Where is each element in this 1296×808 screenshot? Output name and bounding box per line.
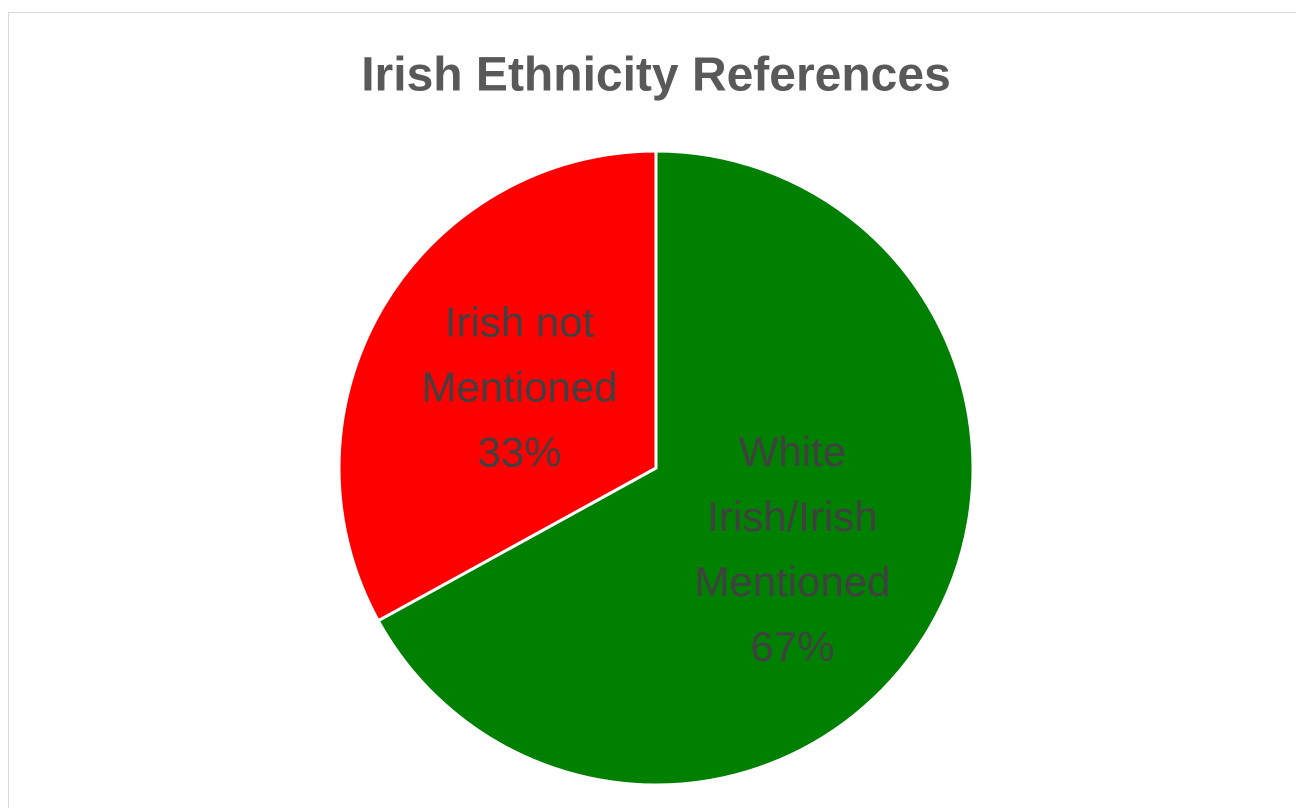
data-label-category: Irish not Mentioned (421, 298, 618, 411)
pie-slice (376, 149, 975, 787)
data-label-value: 33% (477, 428, 562, 476)
data-label: White Irish/Irish Mentioned 67% (662, 419, 922, 679)
pie-slice (337, 149, 658, 623)
data-label-value: 67% (750, 622, 835, 670)
data-label-category: White Irish/Irish Mentioned (694, 427, 891, 605)
data-label: Irish not Mentioned 33% (390, 290, 650, 485)
chart-title: Irish Ethnicity References (361, 49, 951, 102)
